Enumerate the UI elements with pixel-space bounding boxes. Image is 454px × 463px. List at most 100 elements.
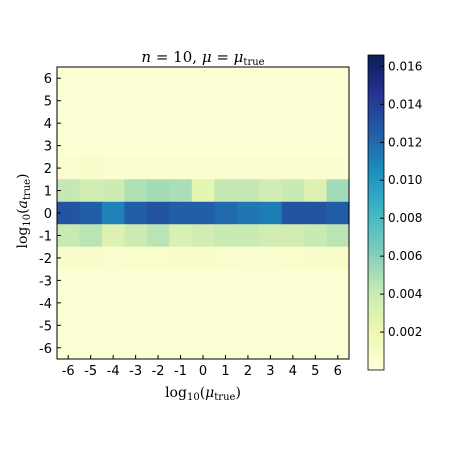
heatmap-cell bbox=[146, 224, 170, 248]
title-n: n bbox=[141, 48, 151, 66]
heatmap-cell bbox=[236, 156, 260, 180]
heatmap-cell bbox=[214, 111, 238, 135]
x-tick-label: -6 bbox=[62, 364, 75, 379]
heatmap-cell bbox=[101, 156, 125, 180]
chart-title: n = 10, μ = μtrue bbox=[141, 48, 264, 68]
heatmap-cell bbox=[79, 314, 103, 338]
heatmap-cell bbox=[169, 111, 193, 135]
heatmap-cell bbox=[281, 89, 305, 113]
heatmap-cell bbox=[259, 291, 283, 315]
heatmap-cell bbox=[326, 314, 350, 338]
heatmap-cell bbox=[57, 134, 81, 158]
heatmap-cell bbox=[101, 246, 125, 270]
heatmap-cell bbox=[259, 67, 283, 91]
heatmap-cell bbox=[79, 67, 103, 91]
heatmap-cell bbox=[101, 336, 125, 360]
y-axis-label: log10(atrue) bbox=[15, 173, 33, 248]
heatmap-cell bbox=[124, 179, 148, 203]
y-tick-label: 3 bbox=[44, 140, 52, 155]
heatmap-cell bbox=[57, 89, 81, 113]
heatmap-cell bbox=[214, 314, 238, 338]
heatmap-cell bbox=[326, 179, 350, 203]
colorbar bbox=[367, 54, 385, 371]
heatmap-cell bbox=[214, 246, 238, 270]
y-tick-label: -2 bbox=[39, 252, 52, 267]
heatmap-cell bbox=[214, 156, 238, 180]
heatmap-cell bbox=[169, 246, 193, 270]
heatmap-cell bbox=[101, 67, 125, 91]
heatmap-cell bbox=[124, 336, 148, 360]
heatmap-cell bbox=[214, 201, 238, 225]
heatmap-cell bbox=[169, 336, 193, 360]
heatmap-cell bbox=[281, 314, 305, 338]
heatmap-cell bbox=[304, 156, 328, 180]
heatmap-cell bbox=[281, 246, 305, 270]
y-tick-label: 6 bbox=[44, 72, 52, 87]
heatmap-cell bbox=[191, 314, 215, 338]
x-tick-label: -3 bbox=[129, 364, 142, 379]
heatmap-cell bbox=[281, 134, 305, 158]
heatmap-cell bbox=[214, 224, 238, 248]
heatmap-cell bbox=[304, 67, 328, 91]
heatmap-cell bbox=[124, 291, 148, 315]
heatmap-cell bbox=[101, 291, 125, 315]
heatmap-cell bbox=[79, 134, 103, 158]
heatmap-cell bbox=[214, 134, 238, 158]
heatmap-cell bbox=[169, 224, 193, 248]
heatmap-cell bbox=[101, 314, 125, 338]
heatmap-cell bbox=[169, 134, 193, 158]
heatmap-cell bbox=[146, 269, 170, 293]
colorbar-tick-label: 0.008 bbox=[388, 211, 422, 225]
x-tick-label: 2 bbox=[244, 364, 252, 379]
heatmap-cell bbox=[191, 156, 215, 180]
heatmap-cell bbox=[146, 134, 170, 158]
heatmap-cell bbox=[259, 89, 283, 113]
heatmap-cell bbox=[236, 314, 260, 338]
y-tick-label: -3 bbox=[39, 274, 52, 289]
y-tick-label: -6 bbox=[39, 342, 52, 357]
heatmap-cell bbox=[326, 336, 350, 360]
heatmap-cell bbox=[79, 201, 103, 225]
heatmap-cell bbox=[191, 291, 215, 315]
heatmap-cell bbox=[281, 67, 305, 91]
heatmap-cell bbox=[214, 291, 238, 315]
heatmap-cell bbox=[124, 111, 148, 135]
heatmap-cell bbox=[236, 89, 260, 113]
y-tick-label: -5 bbox=[39, 319, 52, 334]
heatmap-cell bbox=[124, 134, 148, 158]
y-tick-label: 5 bbox=[44, 95, 52, 110]
heatmap-cell bbox=[169, 314, 193, 338]
heatmap-cell bbox=[214, 336, 238, 360]
colorbar-tick-label: 0.006 bbox=[388, 249, 422, 263]
heatmap-cell bbox=[281, 179, 305, 203]
heatmap-cell bbox=[304, 179, 328, 203]
heatmap-cell bbox=[304, 201, 328, 225]
heatmap-cell bbox=[169, 291, 193, 315]
heatmap-cell bbox=[259, 111, 283, 135]
heatmap-cell bbox=[124, 314, 148, 338]
colorbar-tick-label: 0.004 bbox=[388, 287, 422, 301]
heatmap-cell bbox=[101, 89, 125, 113]
heatmap-cell bbox=[281, 111, 305, 135]
heatmap-cell bbox=[236, 224, 260, 248]
heatmap-cell bbox=[326, 246, 350, 270]
heatmap-cell bbox=[79, 179, 103, 203]
heatmap-cell bbox=[101, 134, 125, 158]
heatmap-cell bbox=[169, 269, 193, 293]
heatmap-cell bbox=[259, 179, 283, 203]
heatmap-cell bbox=[236, 201, 260, 225]
heatmap-cell bbox=[124, 224, 148, 248]
heatmap-cell bbox=[101, 269, 125, 293]
title-eq2: = bbox=[212, 48, 234, 66]
heatmap-cell bbox=[124, 89, 148, 113]
x-tick-label: 3 bbox=[266, 364, 274, 379]
heatmap-cell bbox=[57, 336, 81, 360]
y-tick-label: -4 bbox=[39, 297, 52, 312]
heatmap-cell bbox=[57, 67, 81, 91]
x-tick-label: -5 bbox=[84, 364, 97, 379]
heatmap-cell bbox=[191, 179, 215, 203]
heatmap-cell bbox=[304, 291, 328, 315]
y-axis: -6 -5 -4 -3 -2 -1 0 1 2 3 4 5 6 bbox=[39, 72, 61, 357]
heatmap-cell bbox=[79, 336, 103, 360]
heatmap-cell bbox=[236, 67, 260, 91]
